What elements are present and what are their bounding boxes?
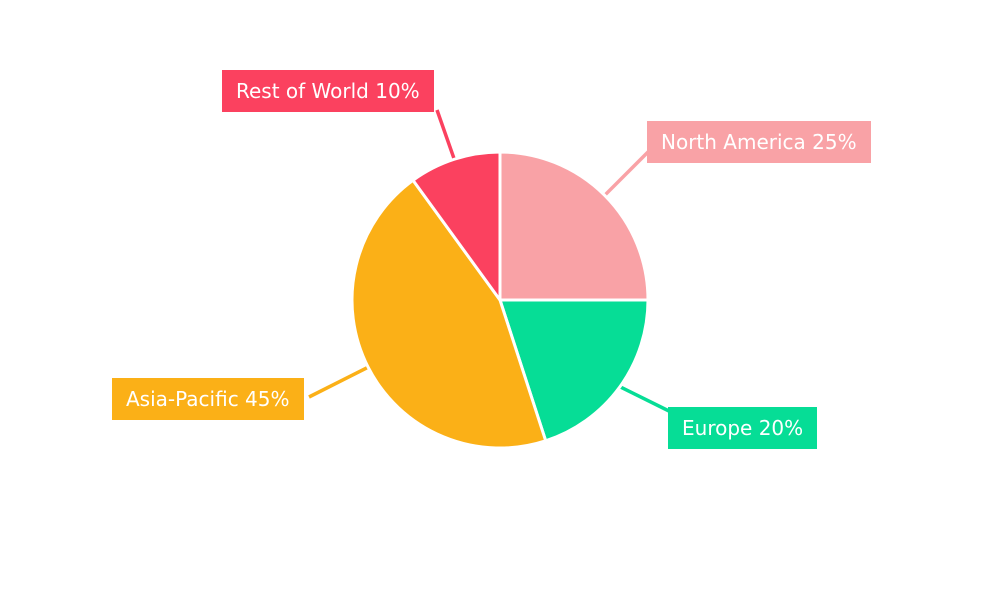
pie-slice-asia-pacific[interactable] [350,178,548,450]
pie-slice-rest-of-world[interactable] [411,150,502,302]
callout-rest-of-world: Rest of World 10% [222,70,434,112]
leader-line-north-america [601,146,654,199]
pie-slice-north-america[interactable] [498,150,650,302]
callout-north-america: North America 25% [647,121,871,163]
leader-line-rest-of-world [435,109,457,162]
callout-europe: Europe 20% [668,407,818,449]
pie-slice-europe[interactable] [498,298,650,443]
leader-line-europe [617,384,674,415]
callout-asia-pacific: Asia-Pacific 45% [112,378,304,420]
leader-line-asia-pacific [308,364,371,399]
